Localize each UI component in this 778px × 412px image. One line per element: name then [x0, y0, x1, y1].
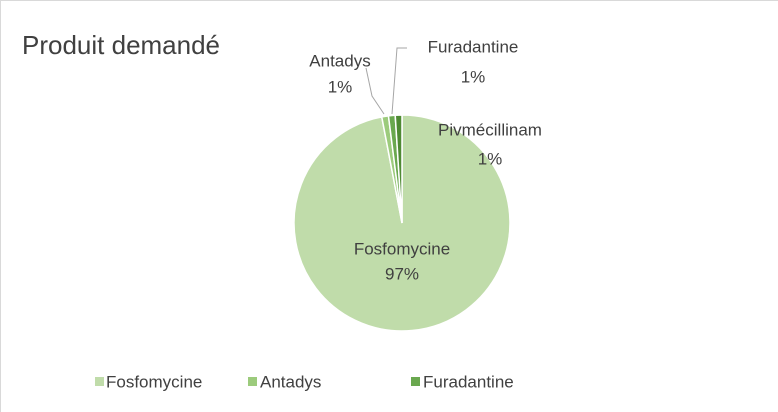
- legend-swatch: [248, 377, 257, 386]
- chart-title: Produit demandé: [22, 30, 220, 60]
- legend-label: Fosfomycine: [106, 372, 202, 391]
- data-label-name: Furadantine: [428, 37, 519, 56]
- pie-slice: [394, 114, 403, 224]
- leader-line: [365, 67, 385, 115]
- data-label-name: Fosfomycine: [354, 239, 450, 258]
- legend-swatch: [411, 377, 420, 386]
- legend-label: Furadantine: [423, 372, 514, 391]
- data-label-value: 97%: [385, 264, 419, 283]
- data-label-value: 1%: [328, 77, 353, 96]
- legend-swatch: [95, 377, 104, 386]
- legend-label: Antadys: [260, 372, 321, 391]
- data-label-name: Pivmécillinam: [438, 120, 542, 139]
- data-label-value: 1%: [478, 149, 503, 168]
- data-label-name: Antadys: [309, 51, 370, 70]
- data-label-value: 1%: [461, 67, 486, 86]
- leader-line: [391, 47, 407, 115]
